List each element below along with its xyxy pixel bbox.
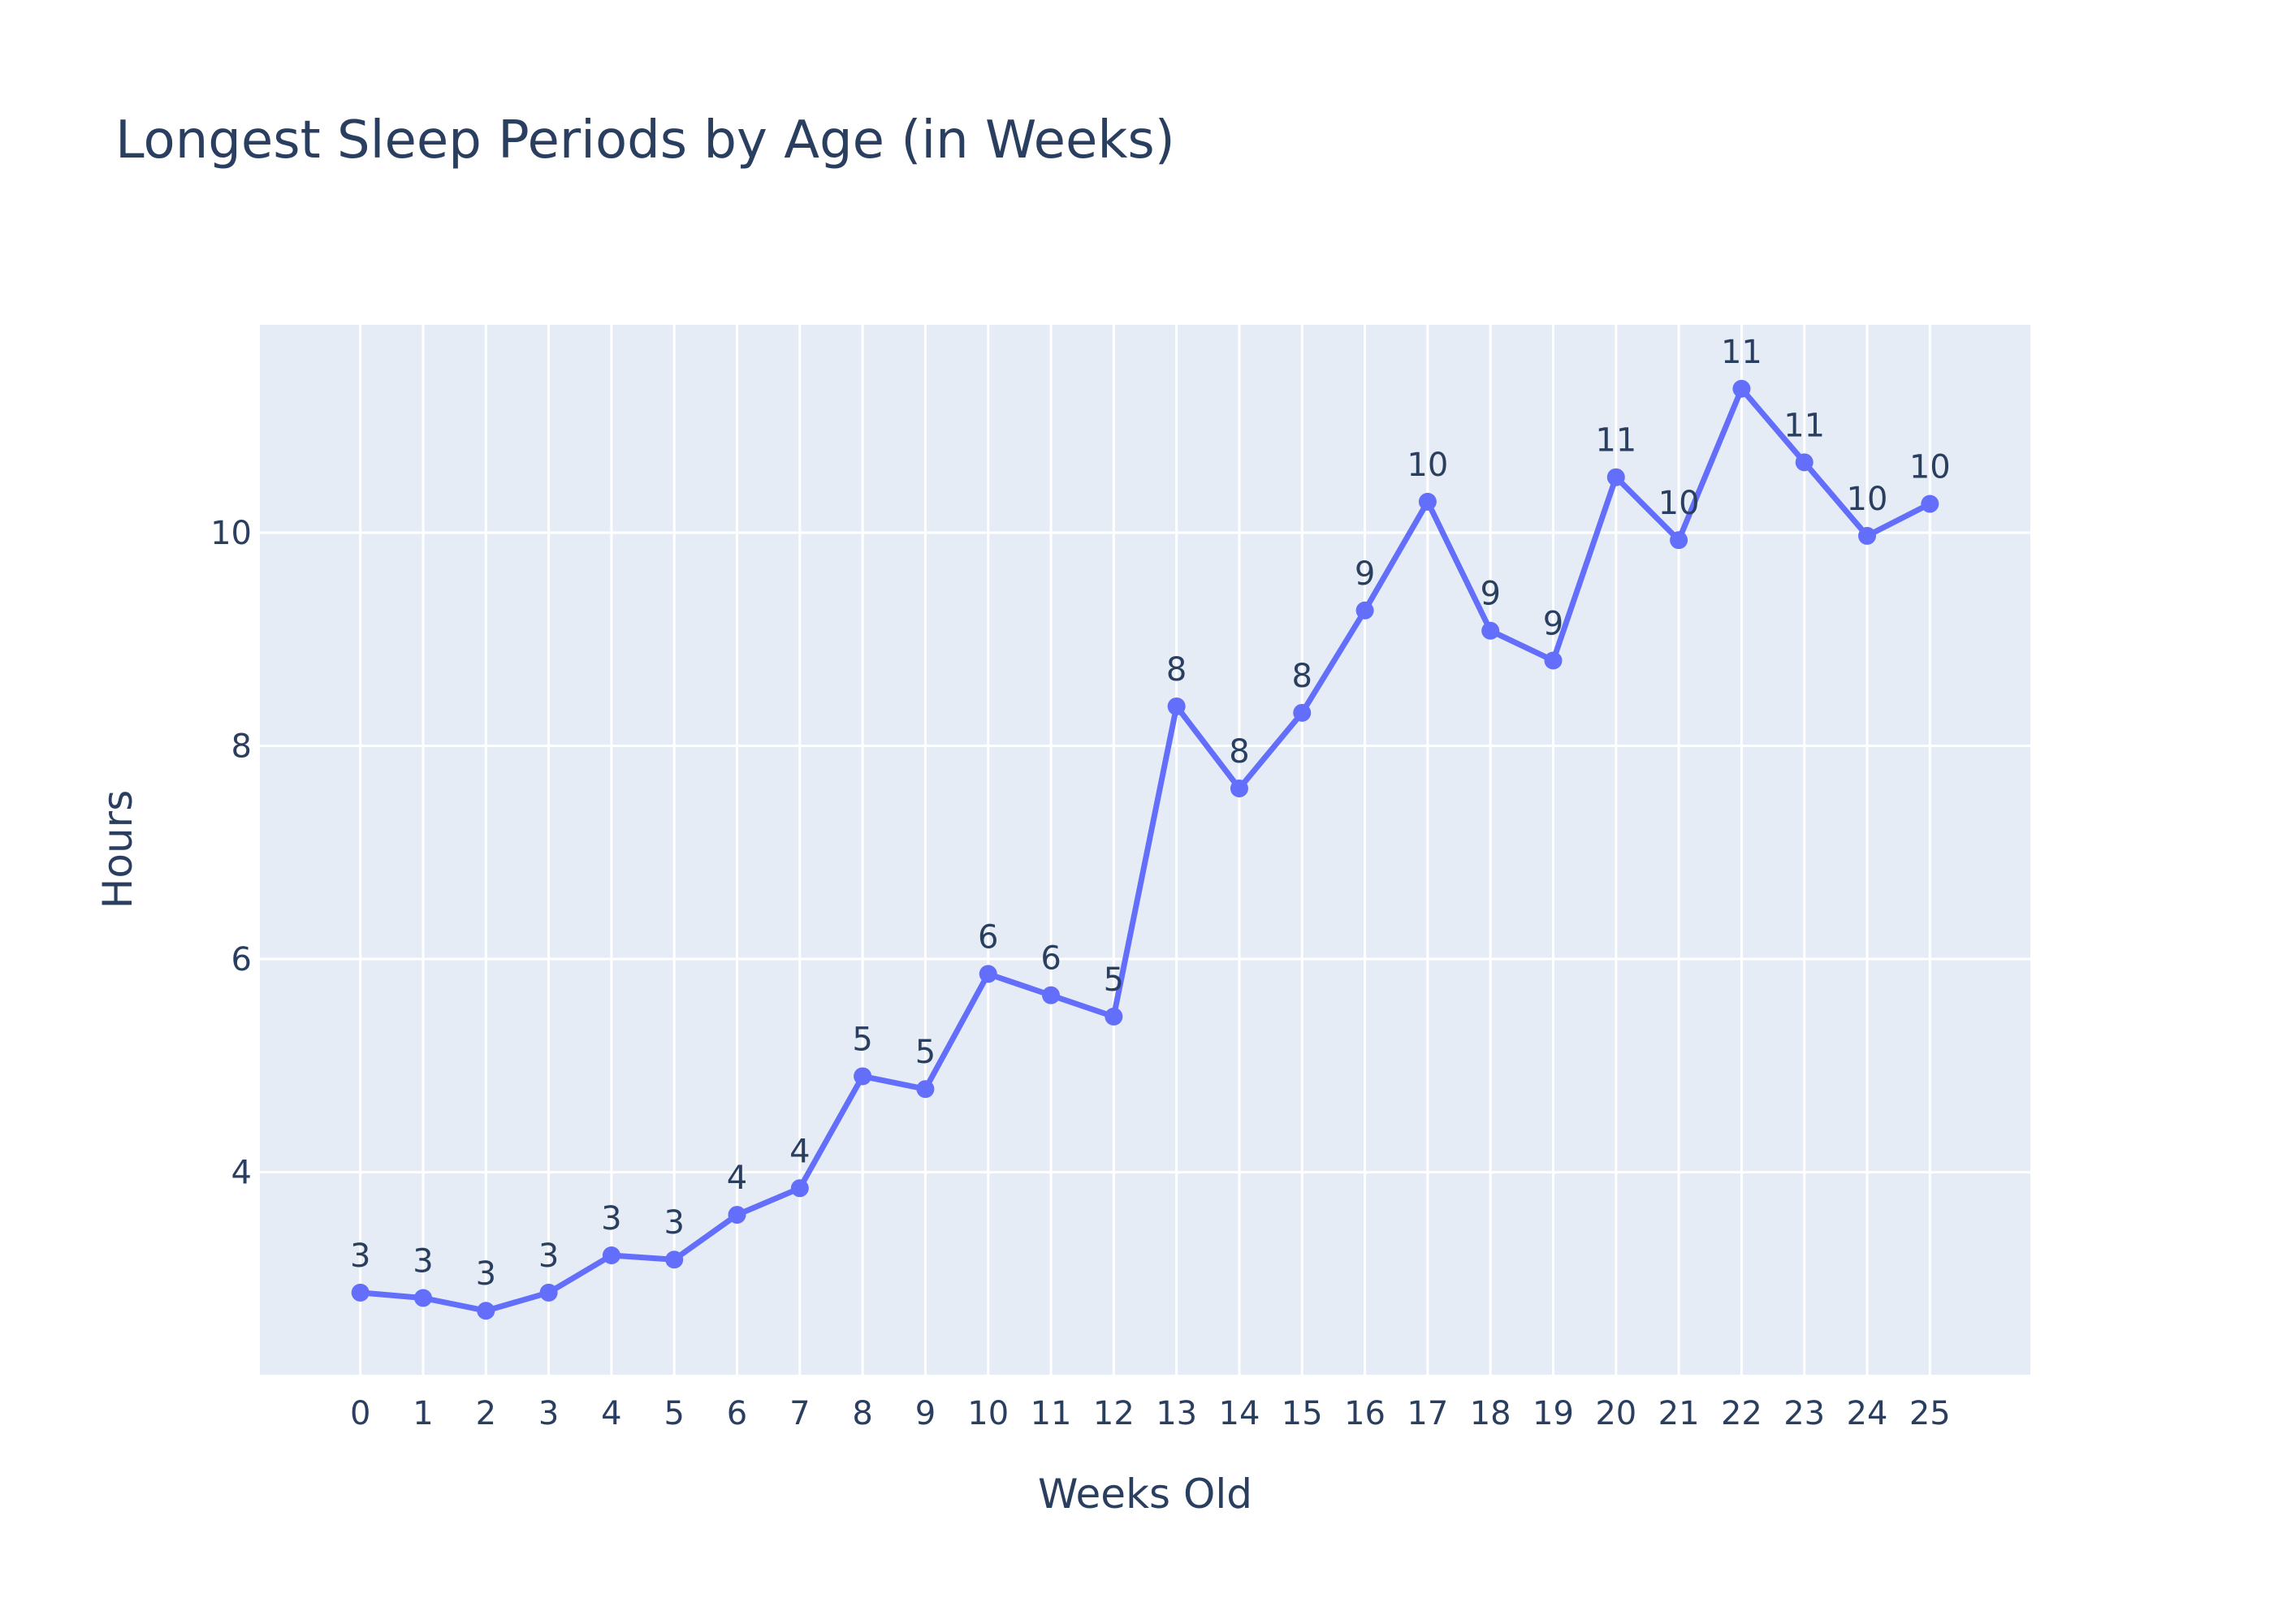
x-tick-label: 1 — [413, 1395, 433, 1432]
data-label: 9 — [1543, 605, 1563, 642]
data-label: 8 — [1166, 651, 1187, 689]
y-axis-title: Hours — [94, 790, 141, 909]
x-tick-label: 17 — [1407, 1395, 1448, 1432]
data-label: 11 — [1595, 422, 1636, 460]
x-tick-label: 11 — [1031, 1395, 1072, 1432]
data-label: 4 — [789, 1133, 810, 1170]
data-label: 3 — [538, 1237, 559, 1275]
data-label: 6 — [978, 918, 998, 956]
x-tick-label: 24 — [1847, 1395, 1888, 1432]
data-point — [1858, 526, 1877, 545]
data-label: 11 — [1783, 407, 1825, 444]
data-label: 10 — [1909, 449, 1951, 486]
x-tick-label: 8 — [852, 1395, 872, 1432]
data-label: 6 — [1040, 940, 1061, 978]
data-label: 3 — [413, 1242, 433, 1280]
x-tick-label: 23 — [1783, 1395, 1825, 1432]
y-gridlines — [260, 531, 2030, 1174]
x-tick-label: 12 — [1093, 1395, 1135, 1432]
data-point — [728, 1206, 746, 1224]
x-tick-label: 13 — [1156, 1395, 1197, 1432]
data-point — [1230, 780, 1248, 798]
x-tick-label: 16 — [1344, 1395, 1386, 1432]
x-tick-label: 25 — [1909, 1395, 1951, 1432]
x-tick-label: 18 — [1470, 1395, 1511, 1432]
x-gridlines — [359, 325, 1931, 1375]
data-label: 10 — [1658, 485, 1700, 522]
data-point — [1167, 697, 1186, 715]
series-line — [360, 386, 1931, 1314]
y-tick-label: 6 — [231, 941, 252, 978]
data-label: 5 — [852, 1021, 872, 1058]
x-tick-label: 4 — [601, 1395, 621, 1432]
data-point — [916, 1080, 935, 1099]
data-label: 9 — [1480, 576, 1500, 613]
data-point — [1732, 379, 1751, 398]
x-tick-label: 7 — [789, 1395, 810, 1432]
data-point — [1670, 531, 1688, 550]
data-point — [854, 1067, 872, 1086]
data-point — [1293, 703, 1312, 722]
chart-title: Longest Sleep Periods by Age (in Weeks) — [115, 110, 1175, 171]
x-tick-label: 9 — [915, 1395, 936, 1432]
y-tick-label: 4 — [231, 1155, 252, 1192]
data-label: 10 — [1847, 481, 1888, 518]
x-tick-label: 22 — [1721, 1395, 1762, 1432]
data-point — [1606, 468, 1625, 486]
data-label: 10 — [1407, 447, 1448, 484]
data-point — [1105, 1007, 1123, 1026]
data-point — [1418, 492, 1437, 511]
series: 3 3 3 3 3 3 4 4 5 5 6 6 5 8 8 8 9 10 9 9 11 10 11 11 10 10 — [350, 334, 1951, 1320]
y-tick-labels: 4 6 8 10 — [210, 515, 252, 1192]
data-label: 5 — [1104, 961, 1124, 999]
x-axis-title: Weeks Old — [1038, 1471, 1252, 1518]
data-point — [477, 1302, 495, 1320]
x-tick-label: 20 — [1595, 1395, 1636, 1432]
x-tick-label: 0 — [350, 1395, 370, 1432]
data-point — [1795, 453, 1814, 472]
x-tick-label: 15 — [1282, 1395, 1323, 1432]
data-label: 4 — [727, 1160, 747, 1197]
y-tick-label: 8 — [231, 728, 252, 766]
data-label: 3 — [601, 1200, 621, 1237]
x-tick-label: 5 — [664, 1395, 684, 1432]
data-label: 3 — [350, 1237, 370, 1275]
data-point — [413, 1289, 432, 1307]
data-point — [539, 1283, 558, 1302]
data-point — [979, 965, 997, 983]
data-point — [1544, 651, 1563, 670]
data-label: 8 — [1229, 733, 1249, 771]
x-tick-label: 2 — [476, 1395, 496, 1432]
data-point — [1042, 986, 1061, 1004]
x-tick-labels: 0 1 2 3 4 5 6 7 8 9 10 11 12 13 14 15 16 17 18 19 20 21 22 23 24… — [350, 1395, 1951, 1432]
data-point — [665, 1250, 684, 1269]
data-label: 3 — [476, 1255, 496, 1293]
x-tick-label: 19 — [1533, 1395, 1574, 1432]
data-label: 5 — [915, 1034, 936, 1071]
y-tick-label: 10 — [210, 515, 252, 552]
data-label: 9 — [1355, 555, 1375, 593]
x-tick-label: 3 — [538, 1395, 559, 1432]
x-tick-label: 10 — [967, 1395, 1009, 1432]
data-label: 3 — [664, 1204, 684, 1242]
x-tick-label: 14 — [1219, 1395, 1260, 1432]
x-tick-label: 6 — [727, 1395, 747, 1432]
data-point — [790, 1179, 809, 1198]
data-point — [1481, 621, 1500, 640]
data-point — [602, 1246, 620, 1264]
data-label: 8 — [1292, 658, 1312, 695]
data-label: 11 — [1721, 334, 1762, 371]
data-point — [351, 1283, 370, 1302]
x-tick-label: 21 — [1658, 1395, 1700, 1432]
data-point — [1921, 495, 1939, 513]
data-point — [1355, 601, 1374, 620]
